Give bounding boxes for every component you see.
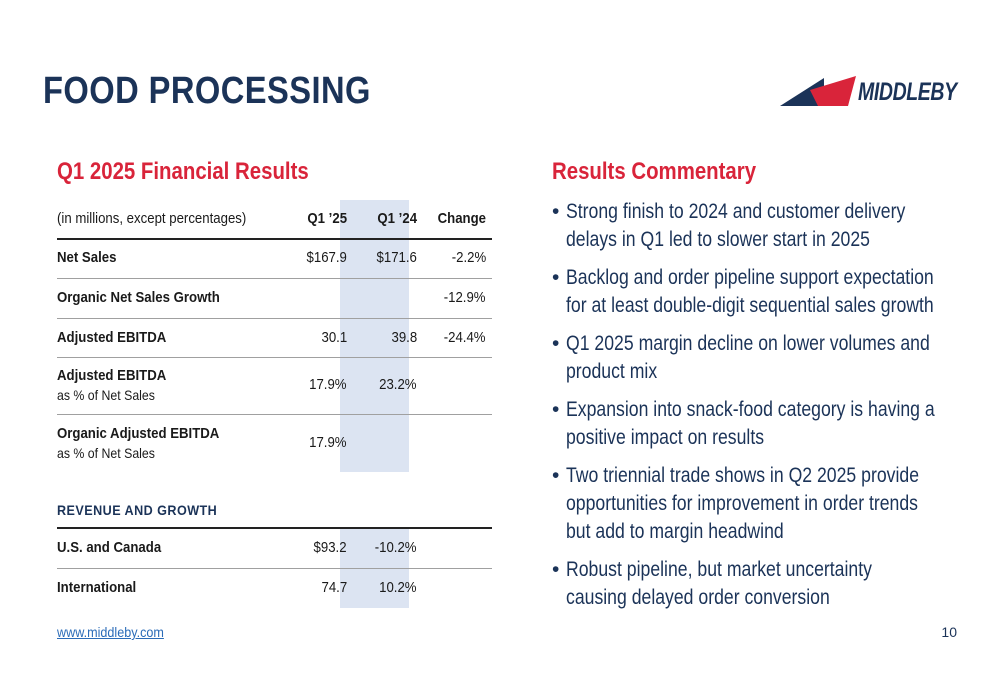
bullet-icon: •: [552, 464, 560, 487]
logo-text: MIDDLEBY: [858, 78, 957, 106]
website-link[interactable]: www.middleby.com: [57, 624, 164, 640]
row-label: Adjusted EBITDA as % of Net Sales: [57, 367, 166, 403]
row-label: Organic Net Sales Growth: [57, 289, 220, 306]
bullet-icon: •: [552, 200, 560, 223]
list-item: • Two triennial trade shows in Q2 2025 pr…: [552, 462, 962, 546]
table-row: Net Sales $167.9 $171.6 -2.2%: [57, 239, 492, 279]
commentary-heading: Results Commentary: [552, 158, 757, 185]
bullet-text: Robust pipeline, but market uncertainty …: [566, 558, 872, 609]
row-q1-25: 17.9%: [309, 434, 347, 451]
row-q1-25: $167.9: [306, 249, 347, 266]
header-change: Change: [437, 210, 486, 227]
row-label: Organic Adjusted EBITDA as % of Net Sale…: [57, 425, 219, 461]
row-sublabel: as % of Net Sales: [57, 387, 155, 403]
bullet-text: Expansion into snack-food category is ha…: [566, 398, 935, 449]
bullet-text: Backlog and order pipeline support expec…: [566, 266, 934, 317]
row-label: Net Sales: [57, 249, 117, 266]
table-row: U.S. and Canada $93.2 -10.2%: [57, 529, 492, 569]
page-number: 10: [941, 624, 957, 640]
bullet-text: Strong finish to 2024 and customer deliv…: [566, 200, 906, 251]
header-q1-24: Q1 ’24: [377, 210, 417, 227]
row-label: International: [57, 579, 137, 596]
table-row: Organic Adjusted EBITDA as % of Net Sale…: [57, 415, 492, 472]
list-item: • Expansion into snack-food category is h…: [552, 396, 962, 452]
row-sublabel: as % of Net Sales: [57, 445, 155, 461]
list-item: • Q1 2025 margin decline on lower volumes…: [552, 330, 962, 386]
row-label: U.S. and Canada: [57, 539, 162, 556]
row-label-main: Adjusted EBITDA: [57, 367, 167, 384]
bullet-icon: •: [552, 266, 560, 289]
bullet-icon: •: [552, 558, 560, 581]
row-label-main: Organic Adjusted EBITDA: [57, 425, 220, 442]
row-value: 74.7: [321, 579, 347, 596]
row-change: -2.2%: [451, 249, 486, 266]
row-value: $93.2: [313, 539, 347, 556]
header-label: (in millions, except percentages): [57, 210, 247, 227]
row-q1-24: 23.2%: [379, 376, 417, 393]
row-change: -12.9%: [444, 289, 486, 306]
table-row: Organic Net Sales Growth -12.9%: [57, 279, 492, 319]
row-label: Adjusted EBITDA: [57, 329, 167, 346]
list-item: • Robust pipeline, but market uncertainty…: [552, 556, 962, 612]
row-q1-24: $171.6: [376, 249, 417, 266]
row-q1-25: 30.1: [321, 329, 347, 346]
bullet-icon: •: [552, 398, 560, 421]
financial-results-heading: Q1 2025 Financial Results: [57, 158, 309, 185]
table-row: Adjusted EBITDA as % of Net Sales 17.9% …: [57, 358, 492, 415]
list-item: • Backlog and order pipeline support expe…: [552, 264, 962, 320]
row-q1-24: 39.8: [391, 329, 417, 346]
bullet-icon: •: [552, 332, 560, 355]
bullet-text: Two triennial trade shows in Q2 2025 pro…: [566, 464, 920, 543]
logo-mark-icon: [780, 76, 856, 106]
row-change: -24.4%: [444, 329, 486, 346]
list-item: • Strong finish to 2024 and customer deli…: [552, 198, 962, 254]
row-growth: 10.2%: [379, 579, 417, 596]
bullet-text: Q1 2025 margin decline on lower volumes …: [566, 332, 930, 383]
middleby-logo: MIDDLEBY: [780, 72, 965, 108]
table-header-row: (in millions, except percentages) Q1 ’25…: [57, 200, 492, 240]
commentary-list: • Strong finish to 2024 and customer deli…: [552, 198, 962, 622]
header-q1-25: Q1 ’25: [307, 210, 347, 227]
revenue-growth-heading: REVENUE AND GROWTH: [57, 502, 218, 518]
q1-25-column-highlight: [340, 200, 409, 472]
row-growth: -10.2%: [375, 539, 417, 556]
row-q1-25: 17.9%: [309, 376, 347, 393]
page-title: FOOD PROCESSING: [43, 70, 371, 112]
table-row: International 74.7 10.2%: [57, 569, 492, 608]
revenue-top-rule: [57, 527, 492, 529]
table-row: Adjusted EBITDA 30.1 39.8 -24.4%: [57, 319, 492, 358]
